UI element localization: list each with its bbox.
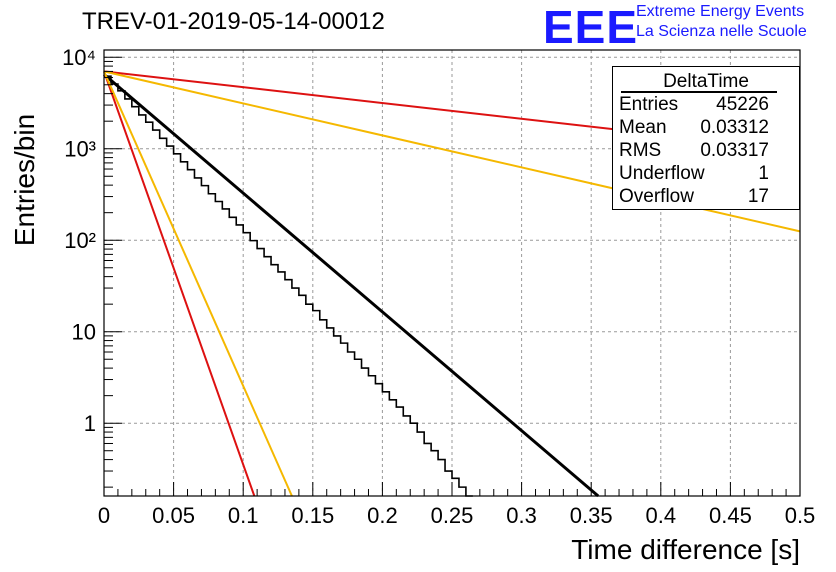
stats-label: Overflow — [619, 186, 694, 207]
x-tick-label: 0.25 — [431, 503, 474, 528]
y-tick-label: 10 — [72, 320, 96, 345]
stats-name: DeltaTime — [663, 71, 749, 92]
stats-value: 1 — [758, 163, 769, 184]
fit-line-3 — [103, 71, 256, 497]
x-tick-label: 0.15 — [291, 503, 334, 528]
eee-logo: EEE — [543, 1, 639, 53]
histogram — [104, 75, 473, 497]
tick-labels: 0 0.05 0.1 0.15 0.2 0.25 0.3 0.35 0.4 0.45 0.5 1 10 1… — [62, 45, 815, 528]
x-tick-label: 0.5 — [785, 503, 816, 528]
stats-value: 0.03317 — [700, 140, 769, 161]
stats-row-entries: Entries 45226 — [619, 94, 769, 116]
stats-value: 17 — [747, 186, 769, 207]
x-tick-label: 0.35 — [570, 503, 613, 528]
x-tick-label: 0.45 — [709, 503, 752, 528]
stats-row-underflow: Underflow 1 — [619, 163, 769, 185]
stats-box: DeltaTime Entries 45226 Mean 0.03312 RMS… — [612, 66, 800, 210]
y-axis-label: Entries/bin — [9, 114, 40, 246]
stats-label: RMS — [619, 140, 662, 161]
fit-line-4 — [103, 71, 293, 497]
stats-label: Underflow — [619, 163, 705, 184]
x-axis-label: Time difference [s] — [571, 534, 800, 565]
stats-label: Mean — [619, 117, 667, 138]
y-tick-label: 1 — [84, 411, 96, 436]
chart-title: TREV-01-2019-05-14-00012 — [82, 8, 385, 35]
axis-ticks — [103, 56, 801, 496]
y-tick-label: 10³ — [64, 137, 96, 162]
x-tick-label: 0.4 — [646, 503, 677, 528]
x-tick-label: 0.1 — [228, 503, 259, 528]
x-tick-label: 0.2 — [367, 503, 398, 528]
y-tick-label: 10⁴ — [62, 45, 96, 70]
y-tick-label: 10² — [64, 228, 96, 253]
stats-value: 45226 — [716, 94, 769, 115]
x-tick-label: 0.3 — [506, 503, 537, 528]
stats-row-overflow: Overflow 17 — [619, 186, 769, 208]
histogram-outline — [104, 75, 473, 497]
x-tick-label: 0.05 — [152, 503, 195, 528]
x-tick-label: 0 — [98, 503, 110, 528]
stats-value: 0.03312 — [700, 117, 769, 138]
stats-row-rms: RMS 0.03317 — [619, 140, 769, 162]
stats-divider — [621, 91, 777, 93]
fit-line-0 — [103, 73, 600, 498]
brand-line-2: La Scienza nelle Scuole — [636, 23, 807, 40]
brand-line-1: Extreme Energy Events — [636, 3, 805, 20]
stats-label: Entries — [619, 94, 679, 115]
stats-row-mean: Mean 0.03312 — [619, 117, 769, 139]
